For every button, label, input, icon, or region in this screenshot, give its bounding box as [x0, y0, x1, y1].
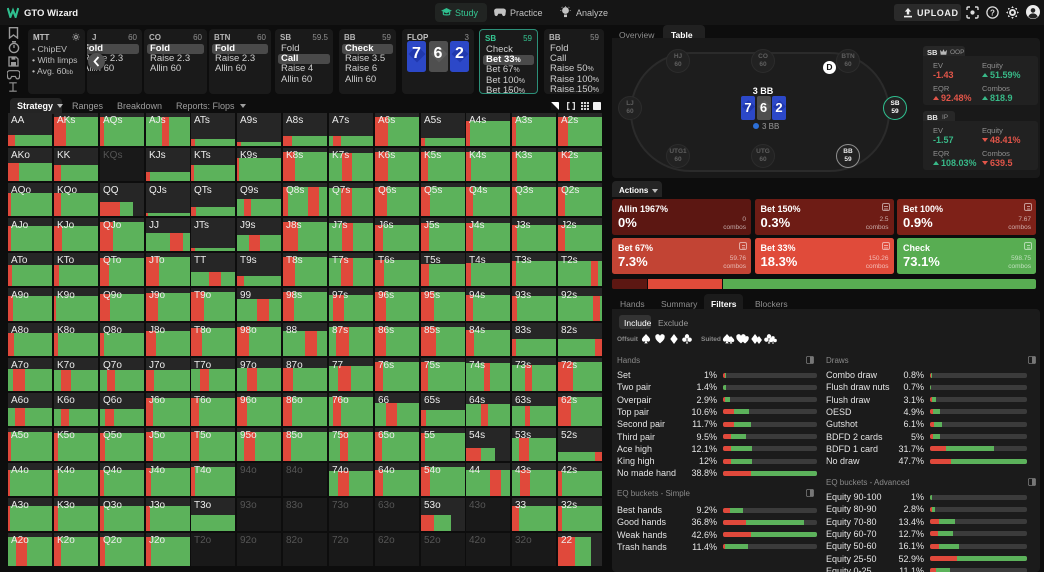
- svg-text:?: ?: [990, 8, 995, 17]
